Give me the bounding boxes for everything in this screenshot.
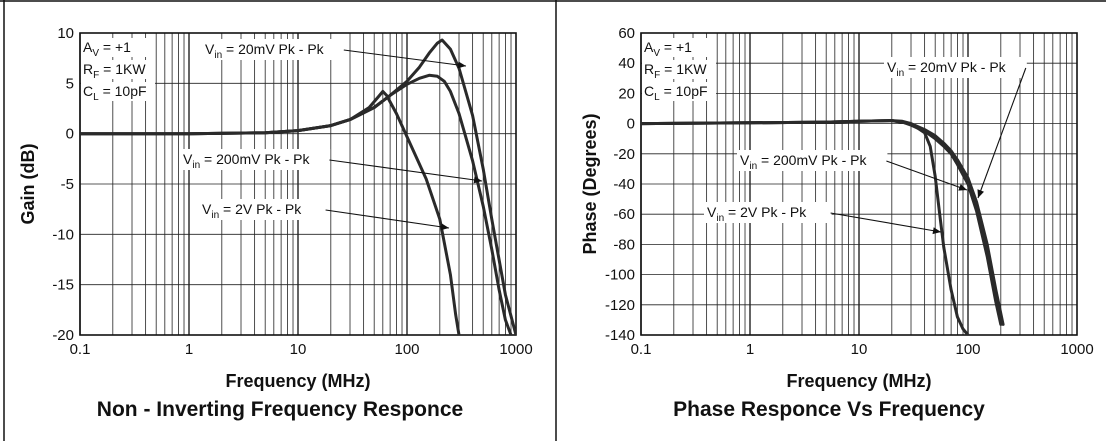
x-tick-label: 0.1 <box>70 341 91 358</box>
y-axis-label: Phase (Degrees) <box>580 113 600 254</box>
chart-title: Phase Responce Vs Frequency <box>673 398 985 421</box>
x-tick-label: 1000 <box>1060 341 1093 358</box>
y-tick-label: 60 <box>618 25 635 42</box>
leader-arrowhead <box>932 227 941 235</box>
y-tick-label: -120 <box>605 297 635 314</box>
leader-arrowhead <box>440 223 449 231</box>
series-label-bg <box>202 39 345 60</box>
y-tick-label: -60 <box>613 206 635 223</box>
x-axis-label: Frequency (MHz) <box>786 371 931 391</box>
x-tick-label: 1000 <box>499 341 532 358</box>
series-label-2: Vin = 200mV Pk - Pk <box>740 152 867 172</box>
y-tick-label: 0 <box>627 116 635 133</box>
condition-note-bg <box>642 38 716 57</box>
y-tick-label: 20 <box>618 85 635 102</box>
condition-note: AV = +1 <box>644 39 692 59</box>
y-tick-label: 5 <box>66 75 74 92</box>
leader-line <box>325 209 450 229</box>
leader-arrowhead <box>473 176 482 184</box>
y-tick-label: -20 <box>52 327 74 344</box>
y-tick-label: -20 <box>613 146 635 163</box>
x-tick-label: 1 <box>185 341 193 358</box>
y-tick-label: -80 <box>613 236 635 253</box>
y-tick-label: -140 <box>605 327 635 344</box>
phase-chart: 0.1 1 10 100 1000 60 40 20 0 -20 -40 -60 -80 -100 -120… <box>580 25 1094 421</box>
condition-note-bg <box>642 82 716 101</box>
condition-note-bg <box>81 38 155 57</box>
x-axis-label: Frequency (MHz) <box>225 371 370 391</box>
leader-line <box>886 160 968 191</box>
series-label-bg <box>884 57 1027 78</box>
y-tick-label: -100 <box>605 267 635 284</box>
leader-arrowhead <box>977 189 984 198</box>
condition-note-bg <box>642 60 716 79</box>
x-tick-label: 10 <box>851 341 868 358</box>
x-tick-label: 100 <box>955 341 980 358</box>
series-label-1: Vin = 20mV Pk - Pk <box>887 59 1007 79</box>
condition-note-bg <box>81 82 155 101</box>
plot-frame <box>640 32 1078 336</box>
y-tick-label: -10 <box>52 226 74 243</box>
x-tick-label: 0.1 <box>631 341 652 358</box>
y-tick-label: -40 <box>613 176 635 193</box>
y-tick-label: -5 <box>61 176 74 193</box>
leader-line <box>343 49 467 67</box>
leader-line <box>329 159 483 182</box>
series-label-3: Vin = 2V Pk - Pk <box>202 201 302 221</box>
chart-title: Non - Inverting Frequency Responce <box>97 398 463 421</box>
plot-frame <box>79 32 517 336</box>
leader-arrowhead <box>958 184 967 191</box>
series-label-1: Vin = 20mV Pk - Pk <box>205 41 325 61</box>
x-tick-label: 100 <box>394 341 419 358</box>
condition-note: AV = +1 <box>83 39 131 59</box>
x-tick-label: 10 <box>290 341 307 358</box>
x-tick-label: 1 <box>746 341 754 358</box>
leader-line <box>830 212 942 233</box>
gain-chart: 0.1 1 10 100 1000 10 5 0 -5 -10 -15 -20 Frequency (M… <box>18 25 533 421</box>
series-line-3 <box>641 119 970 335</box>
y-tick-label: 40 <box>618 55 635 72</box>
leader-line <box>977 67 1027 199</box>
condition-note: RF = 1KW <box>644 61 707 81</box>
leader-arrowhead <box>457 61 466 69</box>
y-tick-label: 10 <box>57 25 74 42</box>
series-label-bg <box>704 202 832 223</box>
series-label-2: Vin = 200mV Pk - Pk <box>183 151 310 171</box>
grid <box>640 32 1077 336</box>
series-label-bg <box>737 150 888 171</box>
condition-note-bg <box>81 60 155 79</box>
condition-note: RF = 1KW <box>83 61 146 81</box>
y-tick-label: -15 <box>52 277 74 294</box>
condition-note: CL = 10pF <box>644 83 708 103</box>
y-tick-label: 0 <box>66 126 74 143</box>
series-label-3: Vin = 2V Pk - Pk <box>707 204 807 224</box>
series-line-3 <box>80 89 461 335</box>
series-label-bg <box>180 149 331 170</box>
y-axis-label: Gain (dB) <box>18 144 38 225</box>
condition-note: CL = 10pF <box>83 83 147 103</box>
series-label-bg <box>199 199 327 220</box>
